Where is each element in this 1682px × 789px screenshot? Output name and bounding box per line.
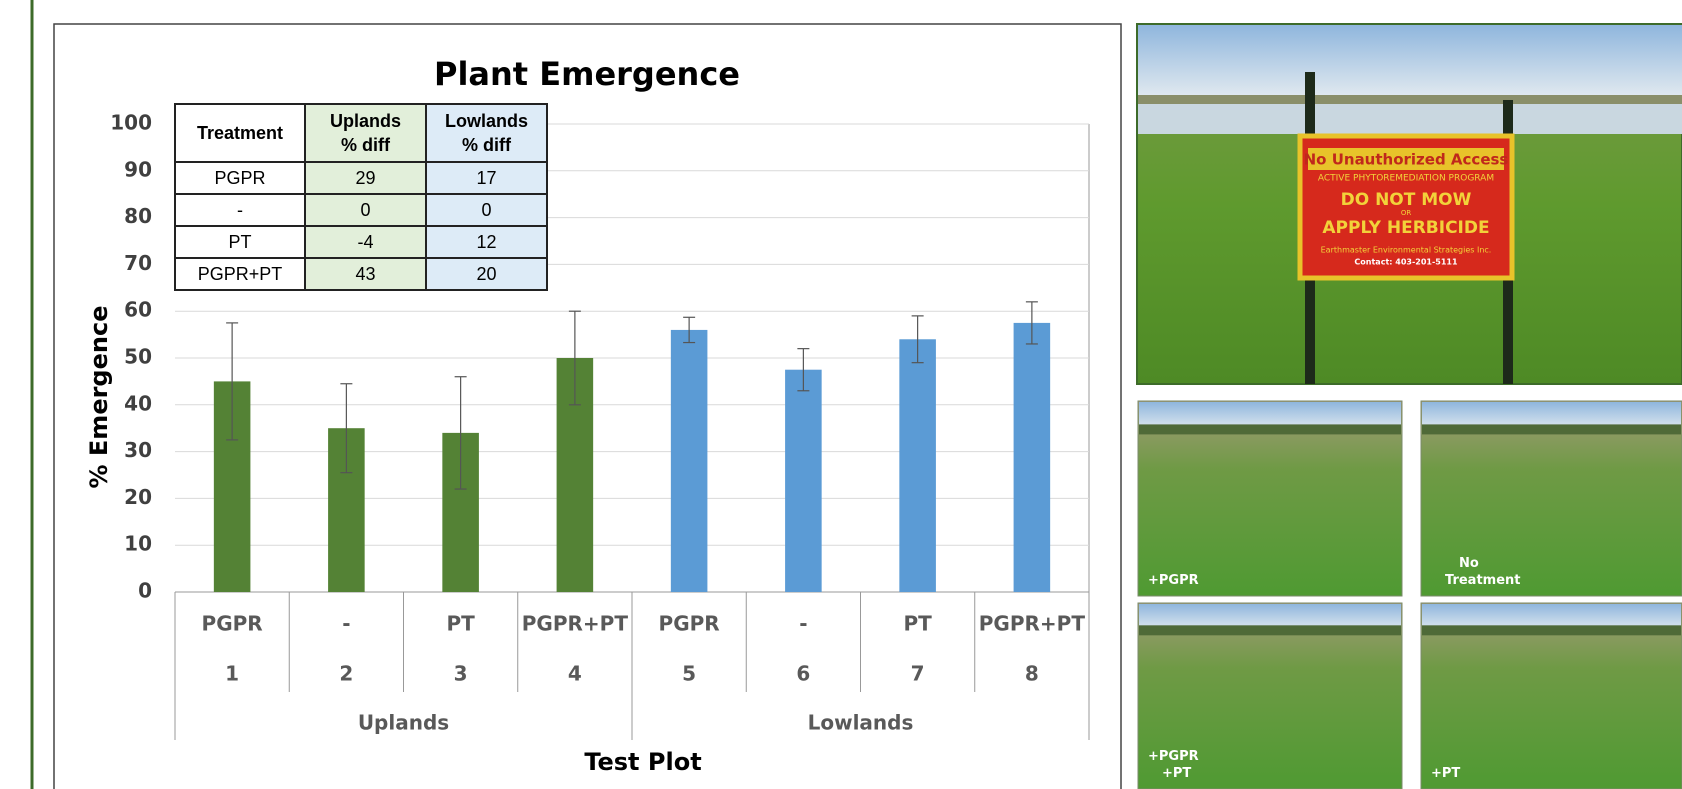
y-tick-label: 50 bbox=[124, 345, 152, 369]
photo-treeline bbox=[1139, 424, 1401, 434]
header-cell: Treatment bbox=[175, 104, 305, 162]
photo-caption: +PGPR bbox=[1148, 573, 1199, 588]
table-header: Treatment Uplands % diff Lowlands % diff bbox=[175, 104, 547, 162]
x-tick-label: PGPR+PT bbox=[979, 612, 1086, 636]
bar bbox=[1014, 323, 1051, 592]
y-axis-title: % Emergence bbox=[85, 306, 113, 489]
photo-treeline bbox=[1139, 625, 1401, 635]
x-tick-label: PT bbox=[903, 612, 932, 636]
sign-text: Contact: 403-201-5111 bbox=[1354, 258, 1458, 267]
x-tick-label: PGPR bbox=[659, 612, 720, 636]
x-tick-label: - bbox=[799, 612, 807, 636]
page: Plant Emergence % Emergence Test Plot No… bbox=[0, 0, 1682, 789]
table-cell: PGPR bbox=[175, 162, 305, 194]
y-tick-label: 100 bbox=[110, 111, 152, 135]
photo-treeline bbox=[1422, 625, 1681, 635]
plot-label: 6 bbox=[796, 662, 810, 686]
y-tick-label: 70 bbox=[124, 251, 152, 275]
table-cell: 17 bbox=[426, 162, 547, 194]
plot-label: 1 bbox=[225, 662, 239, 686]
y-tick-label: 30 bbox=[124, 438, 152, 462]
plot-label: 4 bbox=[568, 662, 582, 686]
y-tick-label: 10 bbox=[124, 532, 152, 556]
photo-sky bbox=[1138, 25, 1682, 95]
table-cell: 43 bbox=[305, 258, 426, 290]
sign-text: DO NOT MOW bbox=[1341, 190, 1472, 210]
sign-text: APPLY HERBICIDE bbox=[1322, 218, 1489, 238]
x-tick-label: PGPR+PT bbox=[522, 612, 629, 636]
sign-text: No Unauthorized Access bbox=[1304, 151, 1509, 169]
table-cell: 12 bbox=[426, 226, 547, 258]
table-cell: - bbox=[175, 194, 305, 226]
table-cell: PGPR+PT bbox=[175, 258, 305, 290]
photo-treeline bbox=[1422, 424, 1681, 434]
table-cell: -4 bbox=[305, 226, 426, 258]
photos: No Unauthorized Access ACTIVE PHYTOREMEDI… bbox=[1137, 24, 1682, 789]
table-cell: PT bbox=[175, 226, 305, 258]
plot-label: 5 bbox=[682, 662, 696, 686]
x-tick-label: - bbox=[342, 612, 350, 636]
table-cell: 29 bbox=[305, 162, 426, 194]
group-label: Lowlands bbox=[808, 711, 914, 735]
plot-label: 3 bbox=[454, 662, 468, 686]
y-tick-label: 60 bbox=[124, 298, 152, 322]
photo-caption: +PT bbox=[1431, 766, 1460, 781]
table-cell: 0 bbox=[426, 194, 547, 226]
x-axis-title: Test Plot bbox=[584, 748, 701, 776]
x-tick-label: PT bbox=[446, 612, 475, 636]
table-cell: 0 bbox=[305, 194, 426, 226]
y-tick-label: 90 bbox=[124, 157, 152, 181]
data-table: Treatment Uplands % diff Lowlands % diff… bbox=[174, 103, 548, 291]
y-tick-label: 20 bbox=[124, 485, 152, 509]
x-tick-label: PGPR bbox=[202, 612, 263, 636]
sign-text: ACTIVE PHYTOREMEDIATION PROGRAM bbox=[1318, 174, 1494, 184]
bar bbox=[899, 339, 936, 592]
plot-label: 8 bbox=[1025, 662, 1039, 686]
y-tick-label: 40 bbox=[124, 391, 152, 415]
chart-title: Plant Emergence bbox=[434, 55, 740, 93]
table-cell: 20 bbox=[426, 258, 547, 290]
sign-text: OR bbox=[1401, 209, 1412, 217]
plot-label: 7 bbox=[911, 662, 925, 686]
header-cell: Lowlands % diff bbox=[426, 104, 547, 162]
y-tick-label: 0 bbox=[138, 579, 152, 603]
plot-label: 2 bbox=[339, 662, 353, 686]
header-cell: Uplands % diff bbox=[305, 104, 426, 162]
sign-text: Earthmaster Environmental Strategies Inc… bbox=[1321, 246, 1492, 255]
y-tick-label: 80 bbox=[124, 204, 152, 228]
bar bbox=[671, 330, 708, 592]
photo-water bbox=[1138, 104, 1682, 134]
group-label: Uplands bbox=[358, 711, 449, 735]
bar bbox=[785, 370, 822, 592]
